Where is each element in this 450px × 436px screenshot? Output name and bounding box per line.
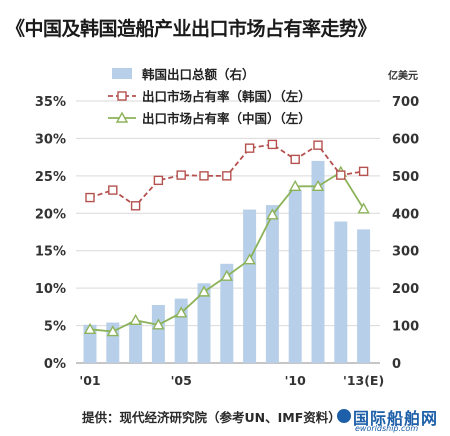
watermark-text: 国际船舶网 — [353, 409, 439, 428]
right-tick-label: 500 — [392, 170, 419, 185]
right-tick-label: 400 — [392, 207, 419, 222]
korea-share-point — [153, 175, 164, 186]
korea-share-point — [130, 201, 141, 211]
korea-share-point — [85, 192, 95, 203]
right-tick-label: 300 — [392, 245, 419, 260]
china-share-point — [266, 208, 279, 220]
left-tick-label: 30% — [35, 132, 66, 147]
right-tick-label: 600 — [392, 132, 419, 147]
right-tick-label: 0 — [392, 357, 401, 372]
legend-marker-triangle — [115, 111, 129, 123]
bar-korea-export — [220, 263, 234, 363]
china-share-point — [197, 285, 211, 297]
china-share-point — [357, 202, 370, 214]
china-share-point — [152, 318, 165, 330]
korea-share-point — [290, 154, 300, 165]
legend-marker-square — [117, 91, 127, 101]
korea-share-point — [336, 170, 346, 180]
china-share-point — [289, 179, 302, 192]
bar-korea-export — [151, 304, 165, 363]
source-note: 提供：现代经济研究院（参考UN、IMF资料） — [82, 410, 341, 425]
right-tick-label: 200 — [392, 282, 419, 297]
chart-title: 《中国及韩国造船产业出口市场占有率走势》 — [6, 18, 377, 40]
korea-share-point — [244, 143, 255, 153]
left-tick-label: 15% — [35, 245, 66, 260]
china-share-point — [175, 306, 188, 318]
legend-label: 出口市场占有率（中国）（左） — [142, 111, 311, 126]
left-tick-label: 20% — [35, 207, 66, 222]
bar-korea-export — [243, 209, 257, 363]
x-tick-label: '01 — [79, 373, 100, 388]
left-tick-label: 35% — [35, 95, 66, 110]
china-share-point — [220, 269, 233, 281]
legend-label: 韩国出口总额（右） — [142, 67, 255, 82]
bar-korea-export — [311, 160, 325, 363]
x-tick-label: '13(E) — [343, 373, 384, 388]
left-tick-label: 0% — [44, 357, 66, 372]
left-tick-label: 10% — [35, 282, 66, 297]
left-tick-label: 5% — [44, 320, 66, 335]
right-tick-label: 700 — [392, 95, 419, 110]
bar-korea-export — [288, 190, 302, 363]
china-share-point — [129, 313, 142, 326]
bar-korea-export — [334, 221, 348, 363]
right-tick-label: 100 — [392, 320, 419, 335]
bar-korea-export — [357, 229, 371, 363]
bar-korea-export — [197, 283, 211, 363]
x-tick-label: '05 — [171, 373, 192, 388]
korea-share-point — [358, 166, 369, 177]
korea-share-point — [176, 170, 186, 180]
left-tick-label: 25% — [35, 170, 66, 185]
legend-label: 出口市场占有率（韩国）（左） — [142, 89, 311, 104]
watermark-logo-icon — [337, 409, 351, 423]
china-share-point — [311, 179, 325, 192]
bar-korea-export — [83, 324, 97, 363]
china-share-point — [243, 253, 256, 265]
watermark: 国际船舶网 eworldship.com — [337, 407, 447, 434]
china-share-point — [106, 325, 119, 337]
bar-korea-export — [265, 205, 279, 363]
legend-swatch-bar — [112, 68, 132, 79]
bar-korea-export — [129, 321, 143, 363]
korea-share-point — [108, 185, 118, 195]
x-tick-label: '10 — [285, 373, 307, 388]
korea-share-point — [222, 171, 232, 181]
right-axis-unit: 亿美元 — [388, 69, 418, 82]
watermark-subtext: eworldship.com — [355, 424, 419, 433]
china-share-point — [83, 322, 97, 335]
korea-share-point — [267, 139, 278, 150]
korea-share-point — [313, 140, 323, 150]
korea-share-point — [199, 171, 209, 181]
